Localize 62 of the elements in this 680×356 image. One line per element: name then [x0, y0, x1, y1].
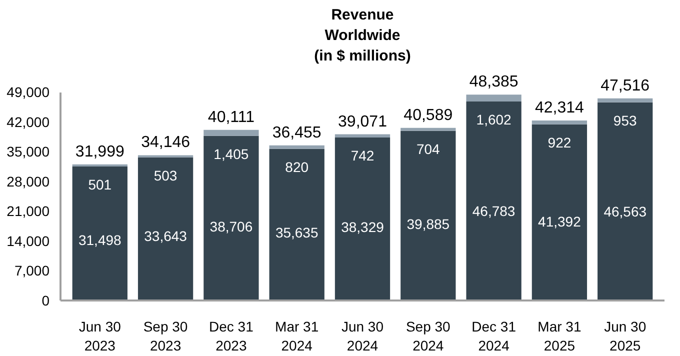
bar — [532, 120, 588, 124]
x-tick-label: Jun 30 2025 — [604, 318, 646, 354]
bar — [204, 136, 259, 300]
total-label: 48,385 — [469, 74, 518, 91]
bar — [400, 130, 456, 300]
y-tick-label: 14,000 — [6, 232, 50, 249]
total-label: 36,455 — [272, 124, 322, 142]
data-label: 922 — [548, 134, 572, 150]
bar — [269, 145, 324, 149]
data-label: 820 — [285, 158, 309, 175]
data-label: 41,392 — [538, 213, 582, 230]
bar — [466, 101, 522, 300]
data-label: 38,706 — [210, 218, 253, 234]
total-label: 40,111 — [208, 108, 255, 126]
data-label: 38,329 — [341, 219, 384, 236]
y-tick-label: 7,000 — [14, 262, 50, 279]
y-tick-label: 0 — [42, 292, 50, 308]
x-tick-label: Jun 30 2023 — [78, 318, 122, 354]
bar — [400, 128, 456, 131]
bar — [72, 166, 128, 300]
y-tick-label: 21,000 — [6, 203, 50, 220]
x-tick-label: Mar 31 2024 — [275, 318, 319, 354]
x-tick-label: Sep 30 2024 — [406, 318, 451, 354]
x-tick-label: Dec 31 2024 — [472, 318, 516, 354]
data-label: 501 — [88, 176, 112, 193]
bar — [138, 157, 194, 300]
bar — [269, 148, 324, 300]
bar — [532, 124, 588, 300]
x-tick-label: Sep 30 2023 — [143, 318, 188, 354]
data-label: 1,405 — [214, 146, 249, 162]
total-label: 40,589 — [404, 106, 453, 124]
data-label: 953 — [613, 112, 637, 128]
data-label: 33,643 — [144, 228, 188, 244]
bar — [204, 130, 259, 136]
bar — [72, 164, 128, 167]
data-label: 31,498 — [78, 232, 122, 248]
y-tick-label: 35,000 — [6, 144, 50, 160]
bar — [598, 102, 653, 300]
data-label: 46,563 — [604, 203, 647, 220]
total-label: 47,516 — [600, 77, 650, 94]
total-label: 31,999 — [75, 143, 124, 160]
chart-title: Revenue Worldwide (in $ millions) — [314, 6, 411, 64]
bar — [466, 94, 522, 102]
data-label: 704 — [416, 140, 440, 157]
data-label: 503 — [154, 167, 178, 184]
bar — [334, 134, 390, 138]
data-label: 46,783 — [472, 202, 516, 219]
bar — [598, 98, 653, 102]
total-label: 42,314 — [534, 99, 584, 116]
y-tick-label: 28,000 — [6, 173, 50, 190]
data-label: 1,602 — [476, 111, 512, 128]
y-tick-label: 49,000 — [6, 84, 50, 100]
y-tick-label: 42,000 — [6, 114, 50, 130]
x-tick-label: Mar 31 2025 — [538, 318, 582, 354]
total-label: 34,146 — [141, 134, 190, 152]
x-tick-label: Dec 31 2023 — [209, 318, 254, 354]
bar — [334, 137, 390, 300]
x-tick-label: Jun 30 2024 — [341, 318, 384, 354]
data-label: 39,885 — [406, 216, 450, 232]
data-label: 35,635 — [275, 224, 318, 240]
data-label: 742 — [350, 147, 374, 164]
total-label: 39,071 — [338, 113, 388, 130]
